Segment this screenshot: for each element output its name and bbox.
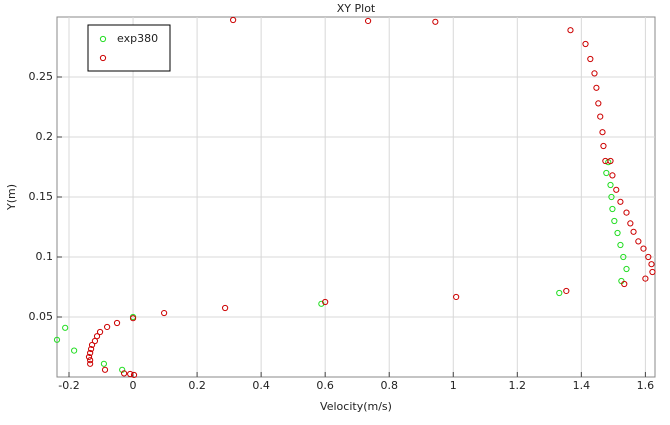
x-tick-label: 0 bbox=[130, 379, 137, 392]
point bbox=[119, 366, 126, 373]
point bbox=[222, 304, 229, 312]
point bbox=[642, 275, 649, 282]
point bbox=[88, 341, 96, 349]
point bbox=[630, 228, 637, 235]
x-tick-label: 1.6 bbox=[637, 379, 655, 392]
point bbox=[627, 220, 634, 227]
point bbox=[635, 238, 642, 245]
point bbox=[127, 370, 134, 378]
point bbox=[322, 298, 329, 306]
point bbox=[87, 360, 94, 367]
point bbox=[161, 309, 168, 317]
point bbox=[582, 40, 589, 48]
legend bbox=[87, 24, 171, 72]
point bbox=[563, 287, 570, 295]
point bbox=[595, 100, 602, 107]
y-axis-title: Y(m) bbox=[5, 184, 18, 211]
x-tick-label: -0.2 bbox=[58, 379, 79, 392]
point bbox=[88, 345, 95, 353]
y-tick-label: 0.05 bbox=[29, 310, 54, 323]
legend-label: exp380 bbox=[117, 32, 158, 45]
point bbox=[120, 370, 128, 377]
point bbox=[91, 337, 99, 345]
point bbox=[640, 245, 647, 252]
marks bbox=[53, 16, 656, 379]
point bbox=[364, 17, 372, 25]
point bbox=[600, 142, 607, 150]
point bbox=[87, 349, 94, 357]
legend-marker bbox=[99, 54, 107, 62]
y-tick-label: 0.15 bbox=[29, 190, 54, 203]
legend-items: exp380 bbox=[99, 32, 158, 62]
grid bbox=[57, 17, 655, 377]
point bbox=[71, 347, 78, 354]
point bbox=[645, 253, 652, 261]
point bbox=[620, 253, 627, 261]
point bbox=[53, 336, 61, 343]
point bbox=[623, 209, 630, 216]
point bbox=[649, 268, 656, 276]
point bbox=[104, 323, 111, 331]
point bbox=[611, 217, 618, 225]
point bbox=[614, 229, 621, 237]
point bbox=[318, 300, 325, 307]
y-tick-label: 0.2 bbox=[36, 130, 54, 143]
x-tick-label: 1.4 bbox=[573, 379, 591, 392]
point bbox=[85, 353, 93, 361]
point bbox=[587, 55, 594, 63]
point bbox=[599, 129, 606, 136]
point bbox=[129, 315, 137, 322]
point bbox=[453, 293, 460, 301]
point bbox=[609, 205, 616, 213]
point bbox=[432, 18, 439, 25]
point bbox=[113, 319, 121, 327]
point bbox=[567, 27, 574, 34]
point bbox=[591, 70, 598, 77]
point bbox=[607, 157, 614, 165]
point bbox=[62, 324, 69, 331]
x-axis-title: Velocity(m/s) bbox=[320, 400, 392, 413]
chart-title: XY Plot bbox=[337, 2, 376, 15]
x-tick-label: 0.6 bbox=[316, 379, 334, 392]
point bbox=[648, 261, 655, 268]
point bbox=[613, 186, 620, 193]
x-tick-label: 0.2 bbox=[188, 379, 206, 392]
x-tick-label: 1.2 bbox=[509, 379, 527, 392]
point bbox=[608, 193, 615, 201]
point bbox=[609, 172, 616, 179]
x-tick-label: 1 bbox=[450, 379, 457, 392]
point bbox=[607, 181, 614, 189]
point bbox=[87, 357, 94, 364]
point bbox=[597, 113, 604, 120]
point bbox=[130, 371, 138, 379]
point bbox=[603, 169, 610, 177]
y-tick-label: 0.1 bbox=[36, 250, 54, 263]
point bbox=[100, 360, 108, 367]
point bbox=[617, 198, 624, 205]
point bbox=[621, 280, 628, 288]
x-tick-label: 0.8 bbox=[380, 379, 398, 392]
point bbox=[101, 366, 109, 373]
y-tick-label: 0.25 bbox=[29, 70, 54, 83]
legend-marker bbox=[99, 35, 107, 43]
point bbox=[230, 16, 237, 24]
point bbox=[593, 84, 600, 91]
x-tick-label: 0.4 bbox=[252, 379, 270, 392]
point bbox=[617, 241, 624, 249]
point bbox=[96, 328, 104, 336]
point bbox=[556, 289, 563, 297]
point bbox=[623, 265, 630, 273]
